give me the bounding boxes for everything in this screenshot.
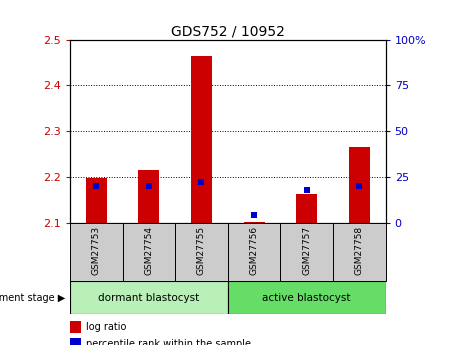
Bar [70, 281, 228, 314]
Text: active blastocyst: active blastocyst [262, 293, 351, 303]
Bar [175, 223, 228, 281]
Text: GSM27756: GSM27756 [249, 226, 258, 275]
Bar [123, 223, 175, 281]
Text: GSM27755: GSM27755 [197, 226, 206, 275]
Bar [296, 194, 317, 223]
Bar [228, 223, 281, 281]
Text: percentile rank within the sample: percentile rank within the sample [86, 339, 251, 345]
Bar [86, 178, 107, 223]
Text: GSM27758: GSM27758 [355, 226, 364, 275]
Bar [228, 281, 386, 314]
Text: GSM27753: GSM27753 [92, 226, 101, 275]
Bar [244, 221, 265, 223]
Bar [349, 147, 370, 223]
Title: GDS752 / 10952: GDS752 / 10952 [171, 24, 285, 39]
Bar [281, 223, 333, 281]
Bar [191, 56, 212, 223]
Text: log ratio: log ratio [86, 322, 126, 332]
Text: GSM27757: GSM27757 [302, 226, 311, 275]
Bar [70, 223, 123, 281]
Bar [70, 338, 81, 345]
Bar [70, 321, 81, 333]
Bar [138, 170, 159, 223]
Text: dormant blastocyst: dormant blastocyst [98, 293, 199, 303]
Bar [333, 223, 386, 281]
Text: GSM27754: GSM27754 [144, 226, 153, 275]
Text: development stage ▶: development stage ▶ [0, 293, 65, 303]
